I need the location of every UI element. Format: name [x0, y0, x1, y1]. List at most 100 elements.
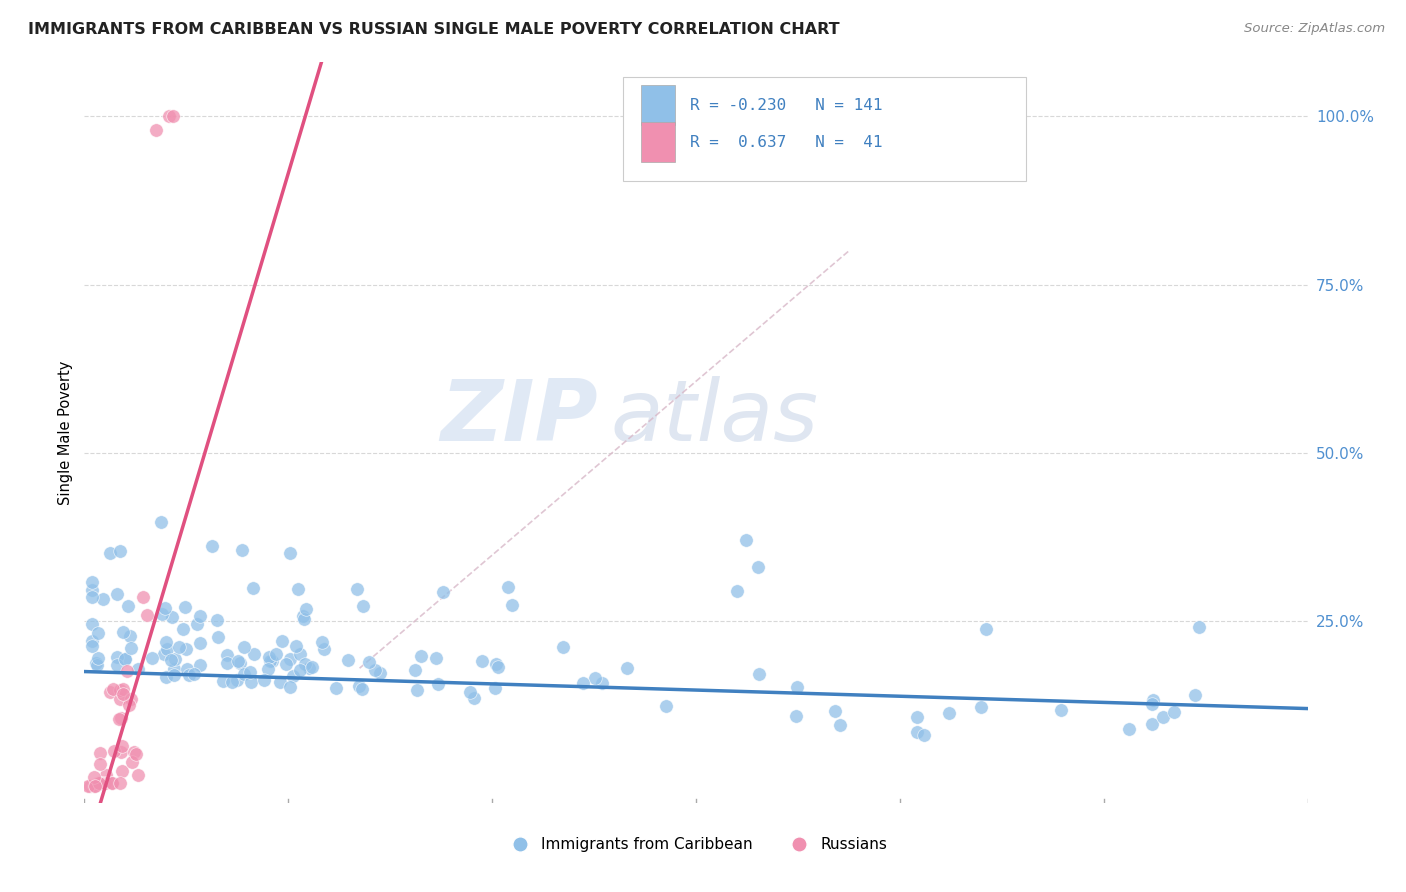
Point	[905, 710, 928, 724]
Point	[281, 669, 304, 683]
Point	[905, 724, 928, 739]
Point	[84, 656, 107, 670]
FancyBboxPatch shape	[641, 85, 675, 126]
Point	[96, 768, 118, 782]
Point	[352, 599, 374, 614]
Point	[89, 757, 111, 772]
Point	[155, 635, 177, 649]
Point	[77, 779, 100, 793]
Y-axis label: Single Male Poverty: Single Male Poverty	[58, 360, 73, 505]
Point	[363, 663, 385, 677]
Point	[141, 651, 163, 665]
Point	[553, 640, 575, 654]
Point	[83, 770, 105, 784]
Point	[188, 636, 211, 650]
Point	[163, 662, 186, 676]
Point	[87, 626, 110, 640]
Point	[484, 681, 506, 695]
Point	[136, 607, 159, 622]
Point	[786, 680, 808, 694]
Point	[288, 647, 311, 661]
Point	[257, 662, 280, 676]
Point	[824, 704, 846, 718]
Point	[226, 673, 249, 687]
Point	[271, 634, 294, 648]
Point	[162, 109, 184, 123]
Point	[259, 654, 281, 668]
Point	[205, 613, 228, 627]
Point	[110, 746, 132, 760]
Point	[87, 775, 110, 789]
Point	[110, 711, 132, 725]
Point	[1188, 620, 1211, 634]
Point	[735, 533, 758, 548]
Point	[87, 650, 110, 665]
Point	[101, 775, 124, 789]
Point	[269, 675, 291, 690]
Point	[295, 602, 318, 616]
Point	[1142, 693, 1164, 707]
Point	[233, 666, 256, 681]
Point	[163, 668, 186, 682]
Point	[87, 775, 110, 789]
Point	[748, 667, 770, 681]
Point	[112, 681, 135, 696]
Point	[190, 658, 212, 673]
Point	[368, 665, 391, 680]
Point	[359, 656, 381, 670]
Point	[120, 640, 142, 655]
Point	[912, 728, 935, 742]
Point	[80, 590, 103, 604]
FancyBboxPatch shape	[623, 78, 1026, 181]
Point	[350, 681, 373, 696]
Point	[121, 755, 143, 769]
Point	[970, 700, 993, 714]
Point	[207, 630, 229, 644]
Point	[217, 656, 239, 670]
Point	[105, 587, 128, 601]
Point	[571, 675, 593, 690]
Point	[103, 743, 125, 757]
Point	[325, 681, 347, 695]
Point	[463, 690, 485, 705]
Point	[1184, 689, 1206, 703]
Point	[215, 648, 238, 663]
Point	[785, 709, 807, 723]
Point	[239, 665, 262, 680]
Point	[828, 718, 851, 732]
Point	[287, 582, 309, 597]
Point	[432, 584, 454, 599]
Point	[264, 648, 287, 662]
Point	[83, 779, 105, 793]
Point	[131, 590, 153, 604]
Point	[179, 668, 201, 682]
Point	[120, 629, 142, 643]
Point	[183, 666, 205, 681]
Point	[127, 662, 149, 676]
Text: atlas: atlas	[610, 376, 818, 459]
Point	[122, 745, 145, 759]
Point	[150, 607, 173, 622]
Point	[89, 746, 111, 760]
Point	[229, 656, 252, 670]
Point	[260, 654, 283, 668]
Point	[301, 660, 323, 674]
Point	[155, 670, 177, 684]
Point	[292, 612, 315, 626]
Point	[108, 775, 131, 789]
Point	[290, 663, 312, 677]
Point	[654, 699, 676, 714]
Point	[120, 692, 142, 706]
Point	[90, 775, 112, 789]
Point	[118, 698, 141, 712]
Text: R =  0.637   N =  41: R = 0.637 N = 41	[690, 135, 883, 150]
Point	[117, 599, 139, 613]
Point	[110, 739, 132, 754]
Point	[239, 674, 262, 689]
Point	[616, 661, 638, 675]
Point	[124, 747, 146, 762]
Point	[291, 608, 314, 623]
Point	[157, 109, 180, 123]
Point	[94, 775, 117, 789]
Point	[278, 545, 301, 559]
